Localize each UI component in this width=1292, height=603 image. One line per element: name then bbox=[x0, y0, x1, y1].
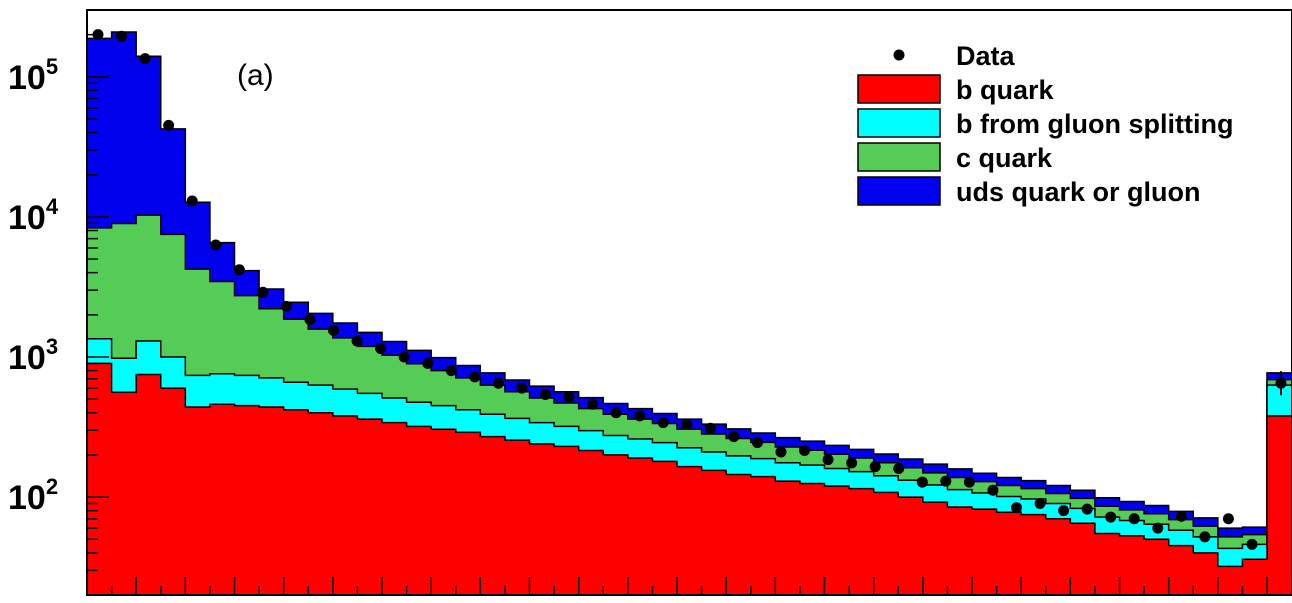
data-point bbox=[304, 314, 316, 326]
stacked-histogram bbox=[86, 31, 1292, 596]
data-point bbox=[822, 454, 834, 466]
data-point bbox=[893, 462, 905, 474]
data-point bbox=[1175, 510, 1187, 522]
annotation-label: (a) bbox=[237, 59, 274, 92]
data-point bbox=[916, 476, 928, 488]
data-point bbox=[492, 377, 504, 389]
data-point bbox=[1246, 538, 1258, 550]
data-point bbox=[210, 239, 222, 251]
data-point bbox=[116, 30, 128, 42]
data-point bbox=[963, 476, 975, 488]
data-point bbox=[280, 300, 292, 312]
y-tick-label: 104 bbox=[8, 194, 59, 237]
data-point bbox=[516, 382, 528, 394]
data-point bbox=[751, 437, 763, 449]
legend-swatch bbox=[857, 74, 941, 104]
data-point bbox=[257, 286, 269, 298]
data-point bbox=[704, 422, 716, 434]
data-point bbox=[940, 475, 952, 487]
data-point bbox=[1105, 511, 1117, 523]
legend-swatch bbox=[857, 108, 941, 138]
data-point bbox=[799, 445, 811, 457]
data-point bbox=[1152, 522, 1164, 534]
data-point bbox=[163, 119, 175, 131]
y-tick-label: 102 bbox=[8, 474, 58, 517]
legend-item: Data bbox=[893, 41, 1016, 71]
data-point bbox=[469, 371, 481, 383]
data-point bbox=[1010, 502, 1022, 514]
data-point bbox=[1034, 498, 1046, 509]
data-point bbox=[1222, 513, 1234, 525]
data-point-overflow bbox=[1275, 377, 1287, 389]
data-point bbox=[846, 457, 858, 469]
data-point bbox=[398, 351, 410, 363]
data-point bbox=[351, 335, 363, 347]
data-points bbox=[92, 29, 1287, 550]
data-point bbox=[186, 195, 198, 207]
data-point bbox=[539, 388, 551, 400]
data-point bbox=[987, 484, 999, 496]
legend-label: c quark bbox=[956, 143, 1053, 173]
stack-b-quark bbox=[86, 362, 1292, 596]
data-point bbox=[445, 365, 457, 377]
legend-label: Data bbox=[956, 41, 1016, 71]
legend-item: c quark bbox=[857, 142, 1053, 173]
data-point bbox=[328, 324, 340, 336]
legend-swatch bbox=[857, 142, 941, 172]
data-point bbox=[1128, 513, 1140, 525]
plot-frame bbox=[86, 9, 1292, 596]
data-point bbox=[634, 410, 646, 422]
legend-item: b from gluon splitting bbox=[857, 108, 1233, 139]
legend-label: b from gluon splitting bbox=[956, 109, 1233, 139]
legend-item: b quark bbox=[857, 74, 1055, 105]
legend-label: b quark bbox=[956, 75, 1055, 105]
legend-label: uds quark or gluon bbox=[956, 177, 1201, 207]
axes: 102 103 104 105 bbox=[8, 9, 1268, 596]
data-point bbox=[728, 431, 740, 443]
data-point bbox=[1081, 503, 1093, 515]
data-point bbox=[775, 446, 787, 458]
data-point bbox=[563, 391, 575, 403]
y-tick-label: 105 bbox=[8, 54, 58, 97]
data-point bbox=[657, 417, 669, 429]
legend-marker bbox=[893, 49, 905, 61]
data-point bbox=[869, 461, 881, 473]
data-point bbox=[587, 398, 599, 410]
y-tick-label: 103 bbox=[8, 334, 58, 377]
data-point bbox=[139, 53, 151, 65]
data-point bbox=[422, 357, 434, 369]
legend-swatch bbox=[857, 176, 941, 206]
data-point bbox=[375, 343, 387, 354]
legend: Data b quark b from gluon splitting c quark… bbox=[857, 41, 1233, 207]
data-point bbox=[1199, 531, 1211, 543]
data-point bbox=[610, 407, 622, 419]
data-point bbox=[233, 264, 245, 276]
data-point bbox=[681, 418, 693, 430]
data-point bbox=[1058, 505, 1070, 517]
legend-item: uds quark or gluon bbox=[857, 176, 1201, 207]
